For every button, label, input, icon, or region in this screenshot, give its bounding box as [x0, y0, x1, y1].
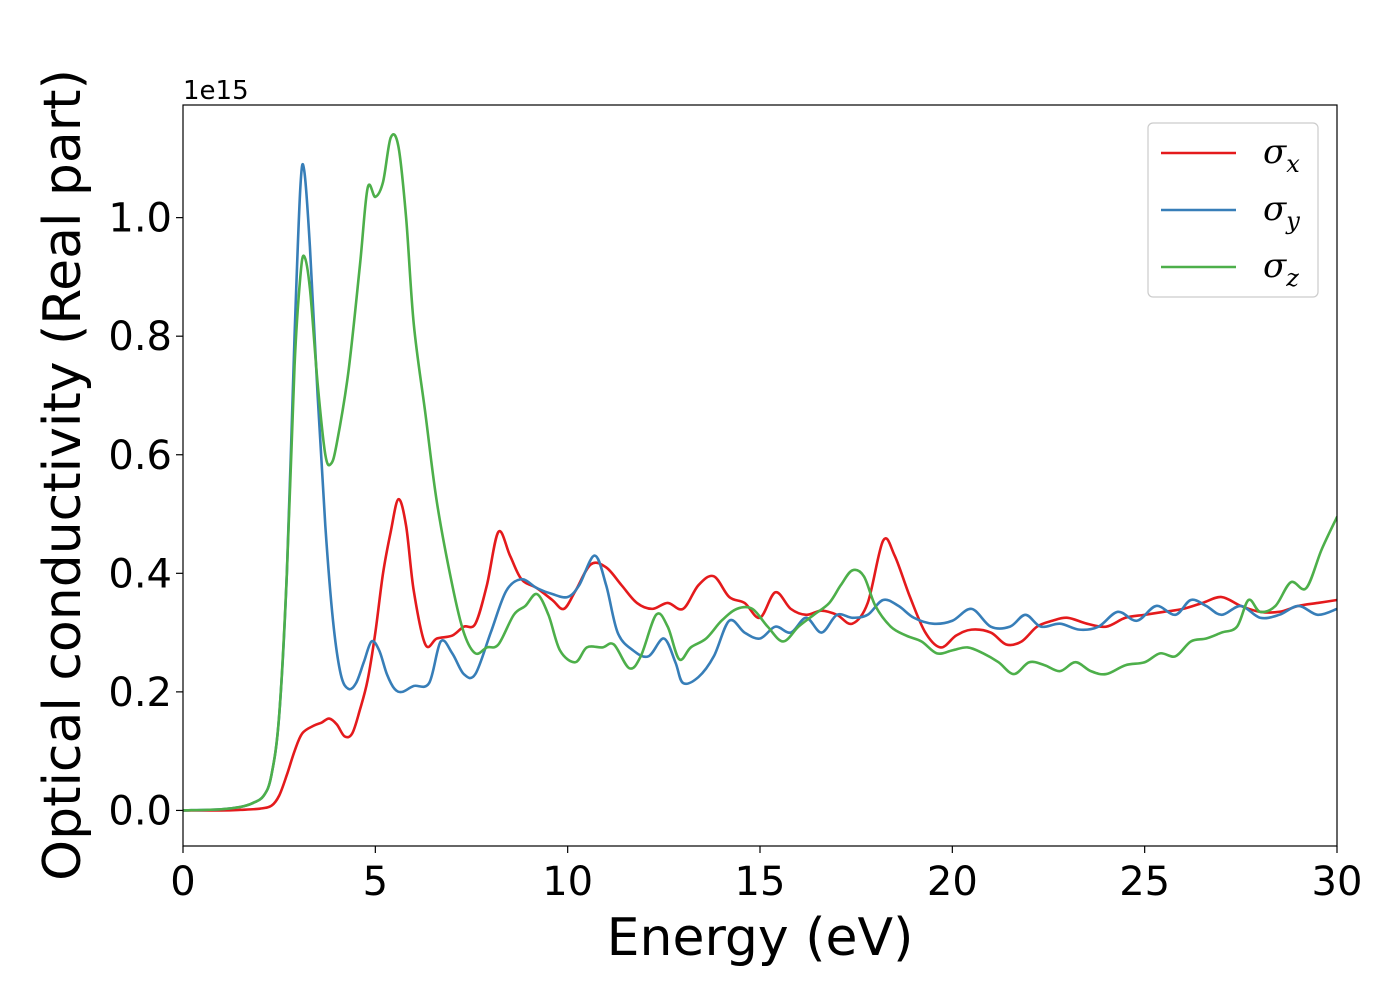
y-axis-label: Optical conductivity (Real part)	[33, 69, 93, 881]
y-tick-label: 0.8	[108, 314, 172, 360]
y-tick-label: 0.4	[108, 551, 172, 597]
x-tick-label: 30	[1312, 859, 1363, 905]
legend-label-z: σz	[1263, 246, 1299, 292]
x-tick-label: 10	[542, 859, 593, 905]
series-line-x	[183, 497, 1337, 812]
legend-label-y: σy	[1263, 189, 1300, 235]
x-tick-label: 5	[363, 859, 388, 905]
x-tick-label: 0	[170, 859, 195, 905]
x-tick-label: 15	[735, 859, 786, 905]
series-layer	[183, 132, 1337, 812]
legend: σx σy σz	[1147, 122, 1319, 298]
y-tick-label: 1.0	[108, 196, 172, 242]
y-tick-label: 0.0	[108, 788, 172, 834]
x-axis-label: Energy (eV)	[607, 908, 914, 968]
y-axis: 0.0 0.2 0.4 0.6 0.8 1.0	[108, 196, 183, 834]
x-tick-label: 20	[927, 859, 978, 905]
y-tick-label: 0.2	[108, 670, 172, 716]
x-axis: 0 5 10 15 20 25 30	[170, 846, 1362, 905]
y-tick-label: 0.6	[108, 433, 172, 479]
legend-label-x: σx	[1263, 132, 1300, 178]
y-offset-label: 1e15	[183, 76, 249, 106]
series-line-z	[183, 132, 1337, 812]
x-tick-label: 25	[1119, 859, 1170, 905]
